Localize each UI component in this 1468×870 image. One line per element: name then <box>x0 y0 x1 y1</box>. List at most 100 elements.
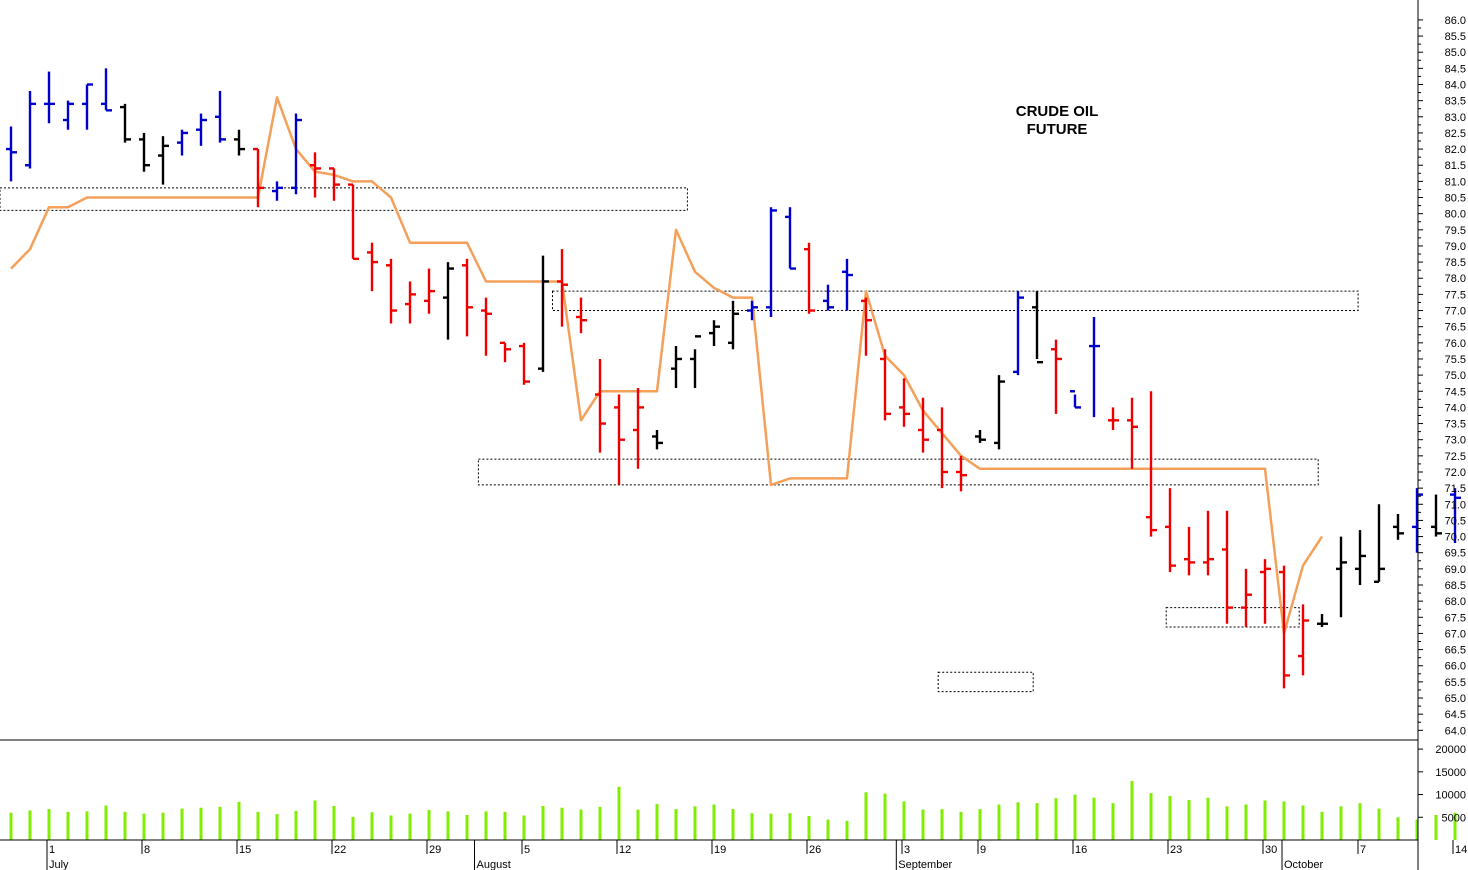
volume-bar <box>332 805 336 840</box>
volume-bar <box>731 809 735 840</box>
price-tick-label: 74.5 <box>1445 386 1466 398</box>
price-tick-label: 70.0 <box>1445 532 1466 544</box>
ohlc-bar <box>747 300 758 321</box>
zone-box-1 <box>552 290 1359 312</box>
volume-bar <box>370 812 374 840</box>
price-tick-label: 76.0 <box>1445 338 1466 350</box>
ohlc-bar-layer <box>6 68 1461 689</box>
date-tick-label: 23 <box>1170 844 1182 856</box>
ohlc-bar <box>1450 488 1461 544</box>
price-tick-label: 78.0 <box>1445 273 1466 285</box>
volume-bar <box>66 811 70 840</box>
volume-bar <box>788 813 792 840</box>
price-tick-label: 81.0 <box>1445 176 1466 188</box>
ohlc-bar <box>937 407 948 489</box>
volume-bar <box>598 806 602 840</box>
date-tick-label: 8 <box>144 844 150 856</box>
zone-box-0 <box>0 187 688 211</box>
volume-layer <box>9 780 1457 840</box>
ohlc-bar <box>785 207 796 270</box>
ohlc-bar <box>291 113 302 195</box>
ohlc-bar <box>671 346 682 389</box>
date-tick-label: 30 <box>1265 844 1277 856</box>
volume-bar <box>28 810 32 840</box>
price-tick-label: 68.0 <box>1445 596 1466 608</box>
ohlc-bar <box>975 430 986 443</box>
price-tick-label: 72.0 <box>1445 467 1466 479</box>
volume-tick-label: 5000 <box>1442 812 1466 824</box>
volume-tick-label: 10000 <box>1435 790 1466 802</box>
ohlc-bar <box>1108 407 1119 431</box>
ohlc-bar <box>215 90 226 143</box>
ohlc-bar <box>139 132 150 172</box>
price-tick-label: 67.0 <box>1445 628 1466 640</box>
month-tick-label: September <box>898 859 952 870</box>
price-tick-label: 65.5 <box>1445 677 1466 689</box>
volume-bar <box>1415 819 1419 840</box>
volume-bar <box>1453 812 1457 840</box>
ohlc-bar <box>1298 604 1309 676</box>
volume-bar <box>199 807 203 840</box>
price-tick-label: 69.0 <box>1445 564 1466 576</box>
date-tick-label: 14 <box>1455 844 1467 856</box>
volume-bar <box>655 804 659 840</box>
price-tick-label: 86.0 <box>1445 15 1466 27</box>
date-tick-label: 5 <box>524 844 530 856</box>
volume-bar <box>940 809 944 840</box>
price-tick-label: 66.5 <box>1445 645 1466 657</box>
ohlc-bar <box>367 242 378 292</box>
price-tick-label: 85.0 <box>1445 47 1466 59</box>
ohlc-bar <box>595 358 606 453</box>
ohlc-bar <box>500 341 511 363</box>
date-tick-label: 1 <box>49 844 55 856</box>
volume-bar <box>902 801 906 840</box>
ohlc-bar <box>994 375 1005 450</box>
volume-bar <box>351 816 355 840</box>
price-tick-label: 77.5 <box>1445 289 1466 301</box>
volume-bar <box>1206 797 1210 840</box>
ohlc-bar <box>63 100 74 130</box>
ohlc-bar <box>1089 316 1100 418</box>
price-tick-label: 70.5 <box>1445 515 1466 527</box>
volume-bar <box>750 813 754 840</box>
volume-bar <box>1358 803 1362 840</box>
zone-box-3 <box>937 671 1034 693</box>
volume-bar <box>1377 808 1381 840</box>
volume-bar <box>161 812 165 840</box>
ohlc-bar <box>82 83 93 130</box>
price-tick-label: 77.0 <box>1445 306 1466 318</box>
ohlc-bar <box>538 255 549 372</box>
date-tick-label: 16 <box>1075 844 1087 856</box>
volume-tick-label: 15000 <box>1435 767 1466 779</box>
price-tick-label: 73.5 <box>1445 419 1466 431</box>
ohlc-bar <box>1146 391 1157 537</box>
volume-bar <box>541 805 545 840</box>
ohlc-bar <box>1127 397 1138 469</box>
volume-bar <box>959 811 963 840</box>
volume-bar <box>636 809 640 840</box>
volume-bar <box>883 793 887 840</box>
price-tick-label: 76.5 <box>1445 322 1466 334</box>
price-tick-label: 73.0 <box>1445 435 1466 447</box>
month-tick-label: August <box>477 859 511 870</box>
ohlc-bar <box>1203 510 1214 576</box>
date-tick-label: 22 <box>334 844 346 856</box>
volume-bar <box>1073 794 1077 840</box>
volume-bar <box>446 811 450 840</box>
ohlc-bar <box>1013 291 1024 376</box>
ohlc-bar <box>424 268 435 314</box>
ohlc-bar <box>728 300 739 350</box>
date-tick-label: 7 <box>1360 844 1366 856</box>
ohlc-bar <box>652 430 663 450</box>
ohlc-bar <box>101 68 112 112</box>
date-tick-label: 9 <box>980 844 986 856</box>
price-tick-label: 67.5 <box>1445 612 1466 624</box>
volume-bar <box>142 813 146 840</box>
ohlc-bar <box>614 394 625 485</box>
volume-bar <box>807 815 811 840</box>
volume-bar <box>560 807 564 840</box>
price-tick-label: 64.0 <box>1445 725 1466 737</box>
volume-bar <box>47 809 51 840</box>
ohlc-bar <box>1184 526 1195 576</box>
